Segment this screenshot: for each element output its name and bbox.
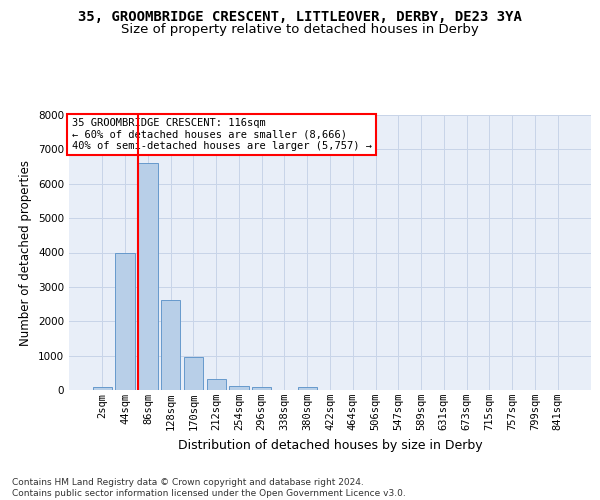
Text: 35 GROOMBRIDGE CRESCENT: 116sqm
← 60% of detached houses are smaller (8,666)
40%: 35 GROOMBRIDGE CRESCENT: 116sqm ← 60% of… xyxy=(71,118,371,151)
Text: 35, GROOMBRIDGE CRESCENT, LITTLEOVER, DERBY, DE23 3YA: 35, GROOMBRIDGE CRESCENT, LITTLEOVER, DE… xyxy=(78,10,522,24)
Bar xyxy=(298,386,317,390)
Bar xyxy=(93,388,112,390)
Bar xyxy=(184,358,203,390)
X-axis label: Distribution of detached houses by size in Derby: Distribution of detached houses by size … xyxy=(178,438,482,452)
Bar xyxy=(229,386,248,390)
Y-axis label: Number of detached properties: Number of detached properties xyxy=(19,160,32,346)
Bar xyxy=(252,386,271,390)
Bar xyxy=(115,253,135,390)
Text: Size of property relative to detached houses in Derby: Size of property relative to detached ho… xyxy=(121,22,479,36)
Text: Contains HM Land Registry data © Crown copyright and database right 2024.
Contai: Contains HM Land Registry data © Crown c… xyxy=(12,478,406,498)
Bar xyxy=(206,380,226,390)
Bar xyxy=(138,163,158,390)
Bar xyxy=(161,300,181,390)
